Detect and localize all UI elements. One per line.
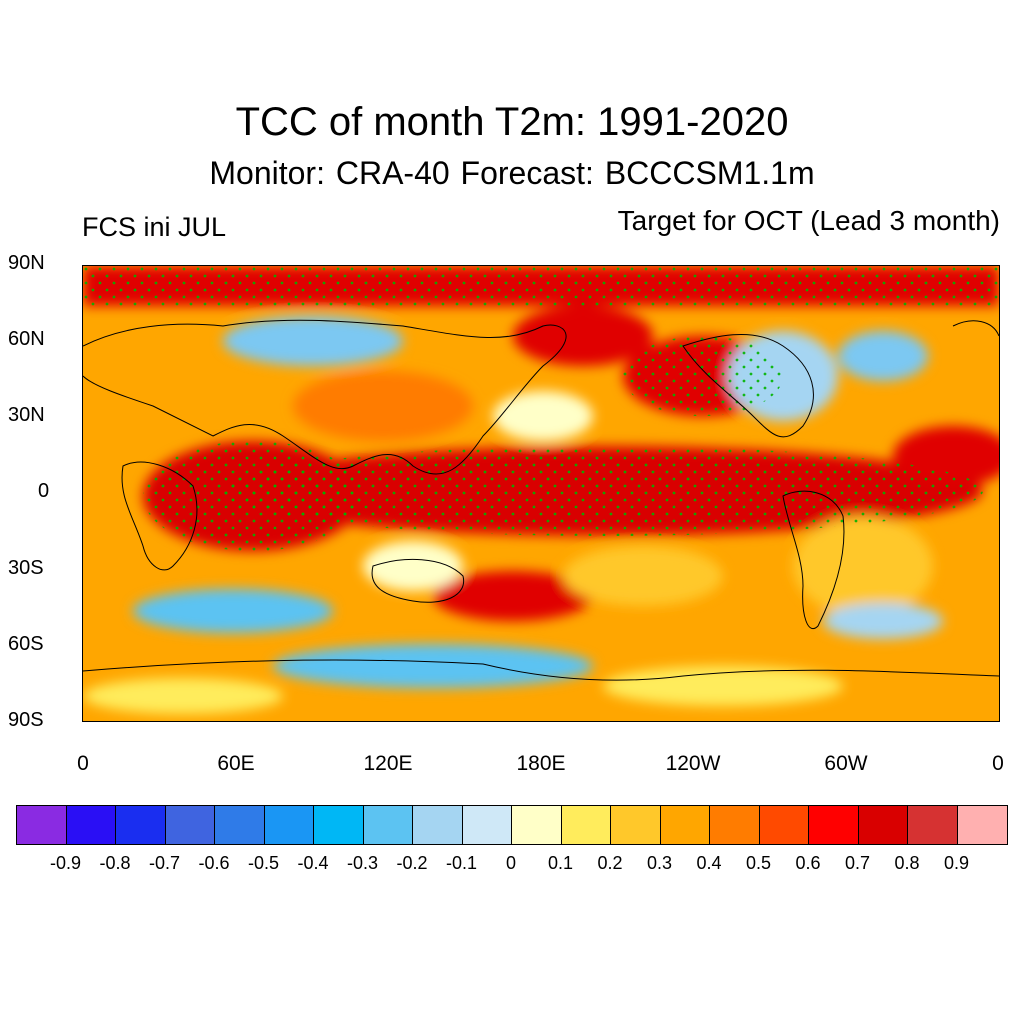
colorbar-cell (462, 806, 512, 844)
colorbar-cell (264, 806, 314, 844)
colorbar-cell (413, 806, 463, 844)
lat-label-30n: 30N (8, 404, 45, 426)
colorbar-cell (512, 806, 562, 844)
colorbar-label: 0.4 (696, 853, 722, 873)
lat-label-30s: 30S (8, 557, 44, 579)
lat-label-eq: 0 (38, 480, 50, 502)
colorbar-label: 0.5 (745, 853, 772, 873)
colorbar-cell (66, 806, 116, 844)
colorbar-label: 0 (505, 853, 517, 873)
lat-label-90s: 90S (8, 709, 44, 731)
page-title: TCC of month T2m: 1991-2020 (235, 100, 789, 144)
colorbar-label: 0.2 (597, 853, 623, 873)
stipple-arctic (83, 266, 999, 306)
lon-label-120e: 120E (363, 752, 413, 775)
correlation-map (82, 265, 1000, 722)
lat-label-60s: 60S (8, 633, 44, 655)
page-subtitle: Monitor: CRA-40 Forecast: BCCCSM1.1m (209, 155, 815, 191)
colorbar-cell (858, 806, 908, 844)
lon-label-60w: 60W (824, 752, 868, 775)
lon-label-0: 0 (77, 752, 89, 775)
colorbar-cell (660, 806, 710, 844)
colorbar-label: -0.4 (297, 853, 329, 873)
target-label: Target for OCT (Lead 3 month) (617, 205, 1000, 236)
colorbar-label: -0.6 (198, 853, 230, 873)
lon-label-0-east: 0 (992, 752, 1004, 775)
colorbar-cell (908, 806, 958, 844)
lon-label-120w: 120W (665, 752, 721, 775)
stipple-tropics (223, 446, 983, 536)
colorbar-label: 0.1 (547, 853, 574, 873)
colorbar-cell (809, 806, 859, 844)
init-label: FCS ini JUL (82, 212, 227, 242)
colorbar (16, 805, 1008, 845)
coastlines (83, 319, 999, 681)
colorbar-label: 0.9 (943, 853, 970, 873)
colorbar-cell (17, 806, 67, 844)
colorbar-label: 0.8 (894, 853, 920, 873)
lon-label-60e: 60E (217, 752, 255, 775)
colorbar-cell (611, 806, 661, 844)
colorbar-cell (957, 806, 1007, 844)
colorbar-label: -0.1 (445, 853, 478, 873)
colorbar-cell (561, 806, 611, 844)
lat-label-90n: 90N (8, 252, 45, 274)
map-canvas (83, 266, 999, 721)
lat-label-60n: 60N (8, 328, 45, 350)
colorbar-cell (314, 806, 364, 844)
colorbar-cell (116, 806, 166, 844)
colorbar-cell (363, 806, 413, 844)
colorbar-label: -0.3 (346, 853, 379, 873)
colorbar-cell (215, 806, 265, 844)
stipple-indian-ocean (143, 441, 363, 551)
colorbar-label: -0.8 (99, 853, 131, 873)
colorbar-cell (165, 806, 215, 844)
colorbar-label: 0.6 (795, 853, 821, 873)
colorbar-label: -0.2 (396, 853, 428, 873)
colorbar-cell (710, 806, 760, 844)
stipple-north-pacific (623, 336, 783, 416)
colorbar-label: -0.5 (247, 853, 280, 873)
colorbar-cell (759, 806, 809, 844)
colorbar-label: 0.3 (646, 853, 673, 873)
colorbar-label: -0.9 (49, 853, 82, 873)
lon-label-180e: 180E (516, 752, 566, 775)
colorbar-label: 0.7 (844, 853, 871, 873)
colorbar-label: -0.7 (148, 853, 181, 873)
